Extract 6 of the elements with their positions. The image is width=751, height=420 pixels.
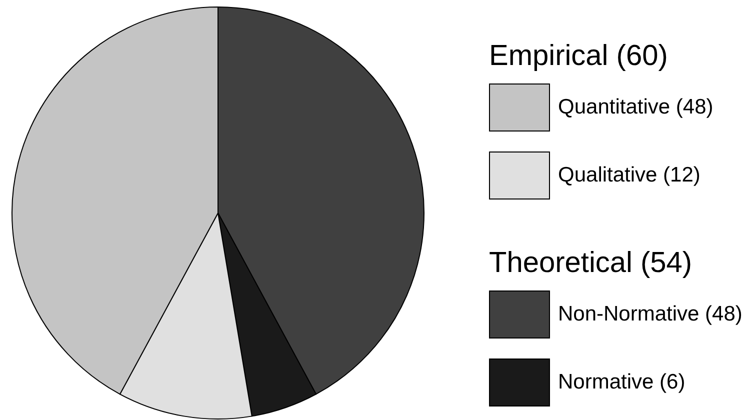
- legend-label: Non-Normative (48): [558, 302, 742, 326]
- legend-label: Normative (6): [558, 370, 686, 394]
- legend-label: Qualitative (12): [558, 164, 700, 186]
- text: Theoretical (54): [489, 247, 692, 279]
- legend-label: Quantitative (48): [558, 96, 714, 118]
- text: Empirical (60): [489, 40, 668, 72]
